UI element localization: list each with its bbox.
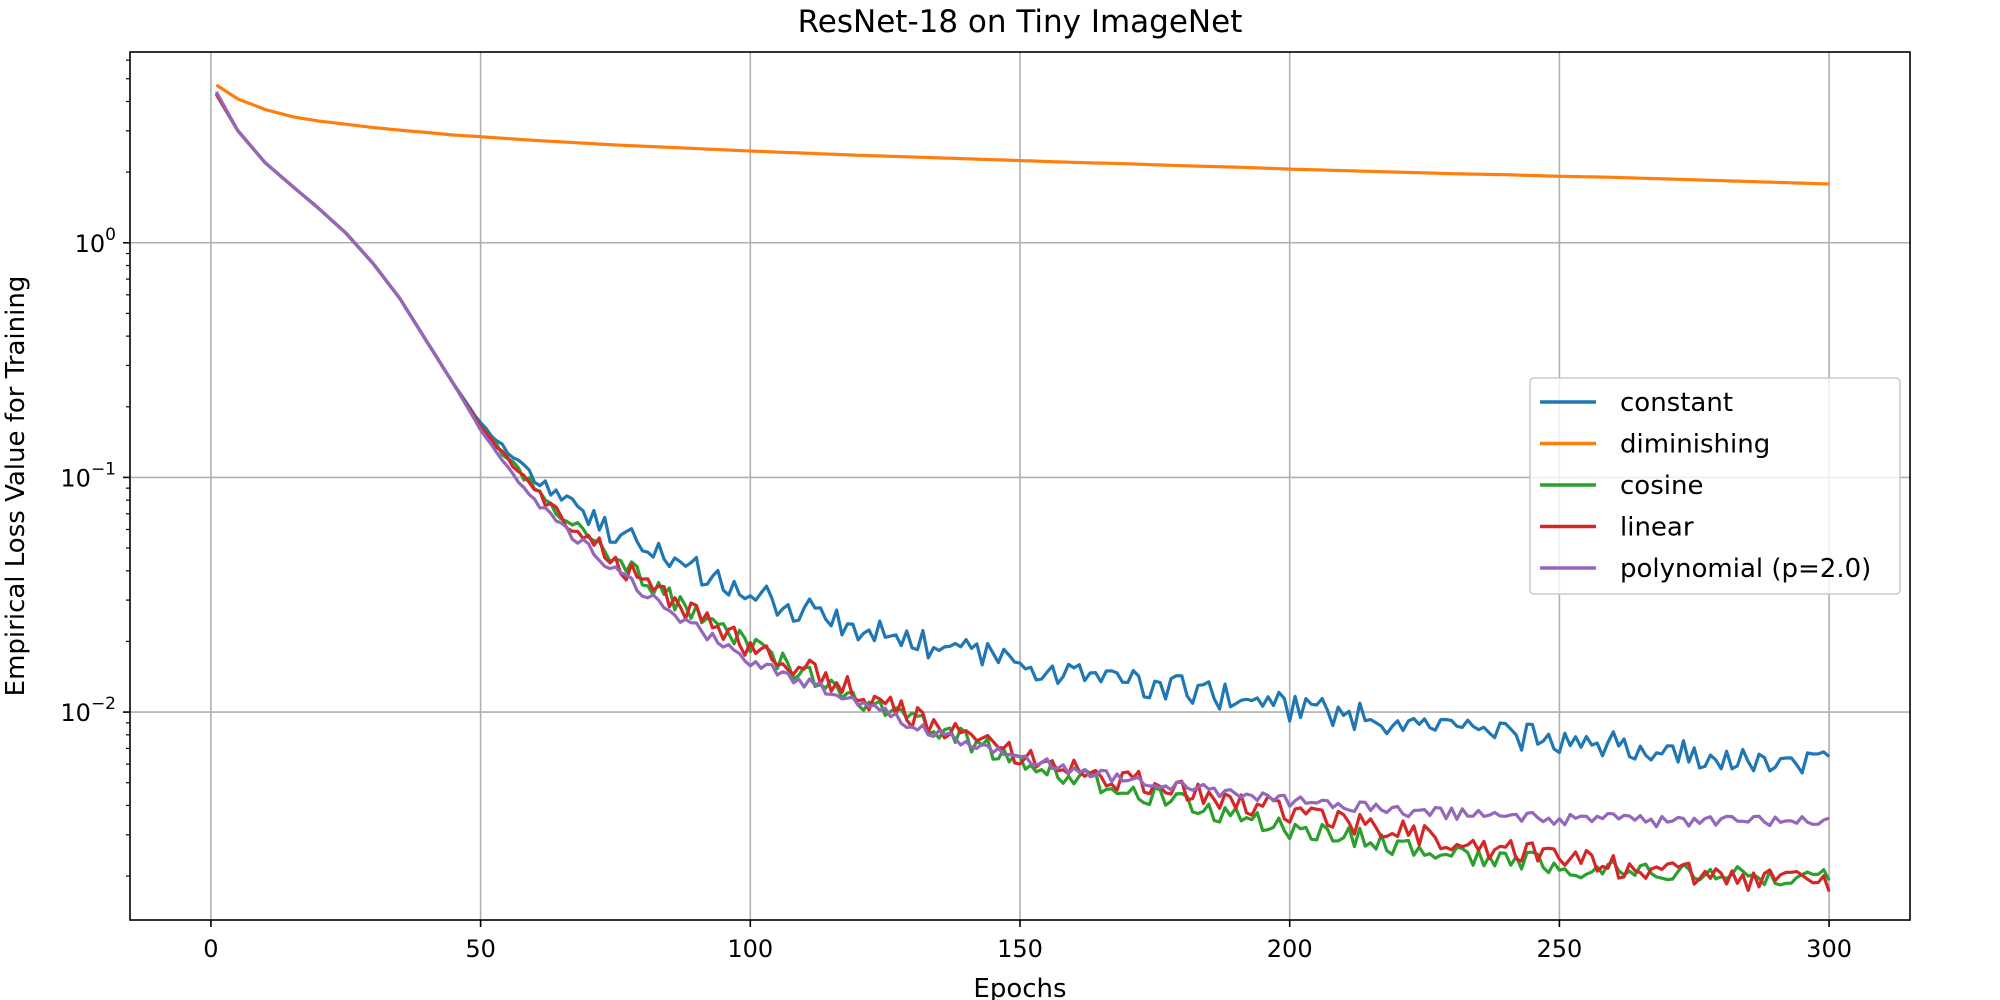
legend-label: diminishing: [1620, 430, 1770, 460]
y-axis-label: Empirical Loss Value for Training: [1, 276, 31, 697]
x-tick-label: 100: [727, 935, 773, 963]
axis-ticks: 0 50 100 150 200 250 300 10−2 10−1 100: [60, 59, 1852, 963]
series-line-0: [214, 93, 1831, 775]
x-tick-label: 0: [203, 935, 218, 963]
x-tick-label: 300: [1806, 935, 1852, 963]
x-axis-label: Epochs: [973, 974, 1066, 1000]
x-tick-label: 200: [1267, 935, 1313, 963]
series-line-4: [214, 91, 1830, 829]
chart-title: ResNet-18 on Tiny ImageNet: [798, 4, 1243, 40]
legend-label: polynomial (p=2.0): [1620, 554, 1871, 584]
x-tick-label: 150: [997, 935, 1043, 963]
x-tick-label: 50: [465, 935, 496, 963]
y-tick-label: 10−1: [60, 459, 116, 492]
legend-label: cosine: [1620, 471, 1703, 501]
series-line-1: [215, 83, 1830, 186]
y-tick-label: 10−2: [60, 694, 116, 727]
legend-label: constant: [1620, 388, 1733, 418]
series-line-3: [214, 93, 1831, 893]
legend-box: [1529, 377, 1901, 595]
legend-label: linear: [1620, 513, 1694, 543]
x-tick-label: 250: [1536, 935, 1582, 963]
y-tick-label: 100: [75, 225, 116, 258]
series-layer: [214, 83, 1831, 893]
legend: constant diminishing cosine linear polynomia…: [1529, 377, 1901, 595]
